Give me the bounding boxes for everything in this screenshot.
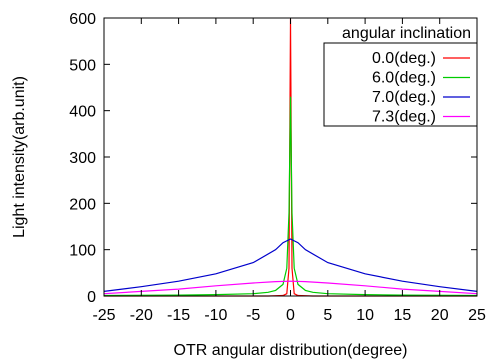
y-tick-label: 100 xyxy=(69,243,96,260)
legend: angular inclination 0.0(deg.) 6.0(deg.) 7.… xyxy=(323,25,478,127)
y-tick-label: 200 xyxy=(69,196,96,213)
x-tick-label: 15 xyxy=(394,307,412,324)
legend-label: 0.0(deg.) xyxy=(372,50,436,67)
x-tick-label: -10 xyxy=(204,307,227,324)
y-tick-label: 400 xyxy=(69,104,96,121)
y-tick-label: 600 xyxy=(69,11,96,28)
legend-label: 6.0(deg.) xyxy=(372,70,436,87)
legend-box xyxy=(323,42,478,127)
y-axis-label: Light intensity(arb.unit) xyxy=(11,76,28,238)
x-tick-label: 0 xyxy=(286,307,295,324)
x-axis-label: OTR angular distribution(degree) xyxy=(174,342,408,359)
legend-items: 0.0(deg.) 6.0(deg.) 7.0(deg.) 7.3(deg.) xyxy=(372,50,470,126)
legend-title: angular inclination xyxy=(342,25,471,42)
legend-label: 7.3(deg.) xyxy=(372,109,436,126)
x-tick-label: 20 xyxy=(431,307,449,324)
x-tick-label: 5 xyxy=(323,307,332,324)
x-tick-label: 10 xyxy=(356,307,374,324)
x-tick-label: -25 xyxy=(92,307,115,324)
x-tick-label: -20 xyxy=(130,307,153,324)
legend-label: 7.0(deg.) xyxy=(372,89,436,106)
series-line xyxy=(103,96,478,297)
x-tick-label: 25 xyxy=(468,307,486,324)
series-line xyxy=(103,280,478,295)
series-line xyxy=(103,238,478,292)
y-axis: 0 100 200 300 400 500 600 xyxy=(69,11,477,306)
x-tick-label: -15 xyxy=(167,307,190,324)
x-axis: -25 -20 -15 -10 -5 0 5 10 15 20 25 xyxy=(92,18,486,324)
x-tick-label: -5 xyxy=(246,307,260,324)
y-tick-label: 0 xyxy=(87,289,96,306)
y-tick-label: 300 xyxy=(69,150,96,167)
y-tick-label: 500 xyxy=(69,57,96,74)
